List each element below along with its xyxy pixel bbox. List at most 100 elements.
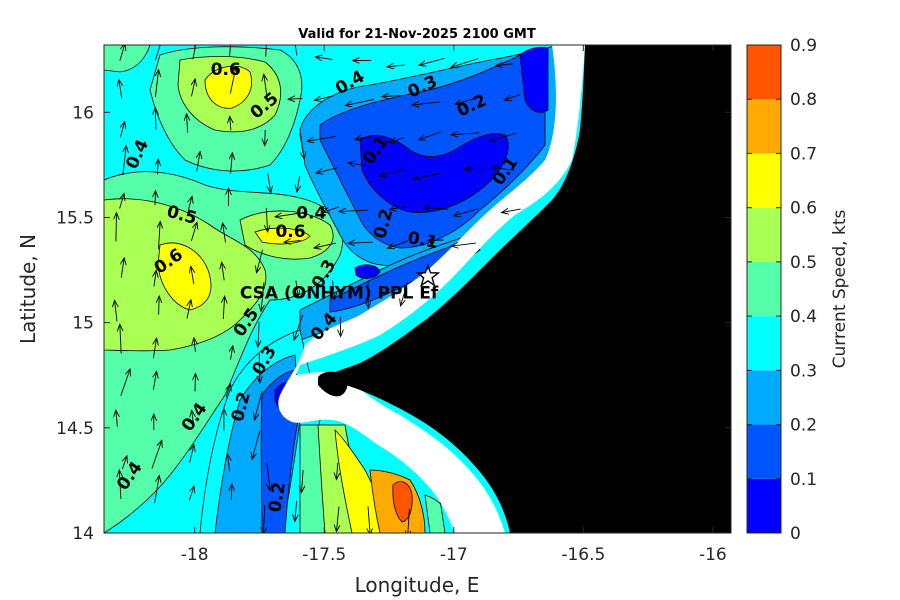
colorbar-swatch bbox=[747, 99, 781, 154]
y-axis-ticks: 14 14.5 15 15.5 16 bbox=[56, 103, 731, 544]
current-vector-arrow bbox=[155, 108, 156, 130]
colorbar-swatch bbox=[747, 45, 781, 100]
current-vector-arrow bbox=[314, 242, 336, 248]
current-vector-arrow bbox=[390, 207, 406, 210]
current-vector-arrow bbox=[419, 131, 442, 140]
current-vector-arrow bbox=[455, 96, 482, 105]
colorbar-tick-label: 0.5 bbox=[790, 253, 817, 273]
colorbar-frame bbox=[746, 44, 782, 534]
current-vector-arrow bbox=[504, 94, 521, 101]
current-vector-arrow bbox=[315, 95, 335, 101]
no-data-mask bbox=[278, 45, 585, 533]
current-vector-arrow bbox=[339, 210, 369, 211]
colorbar-swatch bbox=[747, 316, 781, 371]
colorbar-tick-label: 0 bbox=[790, 524, 801, 544]
current-vector-arrow bbox=[297, 175, 300, 192]
current-vector-arrow bbox=[419, 57, 445, 65]
current-vector-arrow bbox=[153, 338, 156, 359]
current-vector-arrow bbox=[187, 300, 191, 319]
x-tick-label: -17 bbox=[440, 545, 468, 565]
current-vector-arrow bbox=[257, 249, 263, 273]
current-vector-arrow bbox=[316, 167, 338, 173]
speed-region-0.4 bbox=[104, 45, 151, 73]
current-vector-arrow bbox=[266, 207, 267, 232]
current-vector-arrow bbox=[333, 280, 335, 299]
current-vector-arrow bbox=[154, 45, 161, 61]
current-vector-arrow bbox=[387, 65, 405, 67]
chart-title: Valid for 21-Nov-2025 2100 GMT bbox=[298, 27, 536, 42]
current-vector-arrow bbox=[307, 135, 336, 141]
y-axis-label: Latitude, N bbox=[16, 234, 40, 344]
current-vector-arrow bbox=[336, 462, 337, 480]
current-vector-arrow bbox=[231, 346, 233, 360]
current-vector-arrow bbox=[192, 45, 197, 60]
current-vector-arrow bbox=[451, 58, 479, 68]
current-vector-arrow bbox=[464, 169, 482, 171]
plot-frame bbox=[103, 44, 732, 534]
current-vector-arrow bbox=[380, 169, 404, 176]
current-vector-arrow bbox=[451, 133, 480, 135]
current-vector-arrow bbox=[336, 506, 339, 532]
current-vector-arrow bbox=[299, 133, 304, 159]
x-tick-label: -16 bbox=[699, 545, 727, 565]
colorbar-tick-label: 0.2 bbox=[790, 416, 817, 436]
current-vector-arrow bbox=[268, 173, 271, 193]
colorbar-tick-label: 0.4 bbox=[790, 307, 817, 327]
current-vector-arrow bbox=[453, 208, 478, 216]
x-tick-label: -17.5 bbox=[302, 545, 346, 565]
current-vectors bbox=[115, 45, 521, 533]
current-vector-arrow bbox=[121, 258, 124, 278]
current-vector-arrow bbox=[229, 68, 235, 94]
current-vector-arrow bbox=[228, 454, 230, 472]
current-vector-arrow bbox=[258, 321, 259, 347]
current-vector-arrow bbox=[348, 163, 371, 166]
current-vector-arrow bbox=[122, 456, 127, 470]
x-axis-label: Longitude, E bbox=[355, 573, 480, 597]
contour-label: 0.6 bbox=[275, 222, 305, 242]
current-vector-arrow bbox=[295, 500, 297, 522]
current-vector-arrow bbox=[265, 129, 266, 146]
current-vector-arrow bbox=[294, 45, 298, 56]
current-vector-arrow bbox=[423, 208, 449, 210]
land-mass bbox=[325, 45, 731, 533]
colorbar-tick-label: 0.6 bbox=[790, 199, 817, 219]
current-vector-arrow bbox=[153, 371, 156, 390]
colorbar-swatch bbox=[747, 261, 781, 317]
colorbar-swatch bbox=[747, 478, 781, 533]
current-vector-arrow bbox=[119, 470, 121, 500]
current-vector-arrow bbox=[192, 79, 196, 97]
current-vector-arrow bbox=[294, 314, 304, 340]
current-vector-arrow bbox=[222, 262, 225, 281]
current-vector-arrow bbox=[155, 191, 156, 206]
y-tick-label: 15.5 bbox=[56, 208, 94, 228]
current-vector-arrow bbox=[368, 506, 370, 533]
current-vector-arrow bbox=[123, 146, 126, 176]
current-vector-arrow bbox=[348, 242, 373, 243]
current-vector-arrow bbox=[264, 74, 268, 102]
current-vector-arrow bbox=[155, 70, 158, 98]
current-vector-arrow bbox=[195, 373, 196, 392]
cap-vert-point bbox=[318, 371, 348, 397]
current-vector-arrow bbox=[223, 296, 224, 320]
current-vector-arrow bbox=[116, 213, 117, 242]
colorbar-tick-label: 0.9 bbox=[790, 36, 817, 56]
current-vector-arrow bbox=[230, 116, 231, 131]
colorbar-tick-label: 0.3 bbox=[790, 361, 817, 381]
y-tick-label: 14.5 bbox=[56, 419, 94, 439]
current-vector-arrow bbox=[116, 410, 118, 427]
station-star-icon bbox=[415, 263, 441, 287]
current-vector-arrow bbox=[412, 102, 440, 105]
colorbar-swatch bbox=[747, 207, 781, 262]
current-vector-arrow bbox=[159, 222, 161, 250]
current-vector-arrow bbox=[223, 223, 226, 243]
current-vector-arrow bbox=[191, 266, 194, 285]
speed-region-0.0 bbox=[359, 133, 509, 213]
speed-region-0.0 bbox=[519, 46, 549, 113]
current-vector-arrow bbox=[502, 209, 521, 212]
x-axis-ticks: -18 -17.5 -17 -16.5 -16 bbox=[181, 45, 727, 565]
current-vector-arrow bbox=[231, 153, 233, 174]
current-vector-arrow bbox=[231, 484, 232, 500]
current-vector-arrow bbox=[255, 390, 263, 420]
colorbar-swatch bbox=[747, 370, 781, 425]
